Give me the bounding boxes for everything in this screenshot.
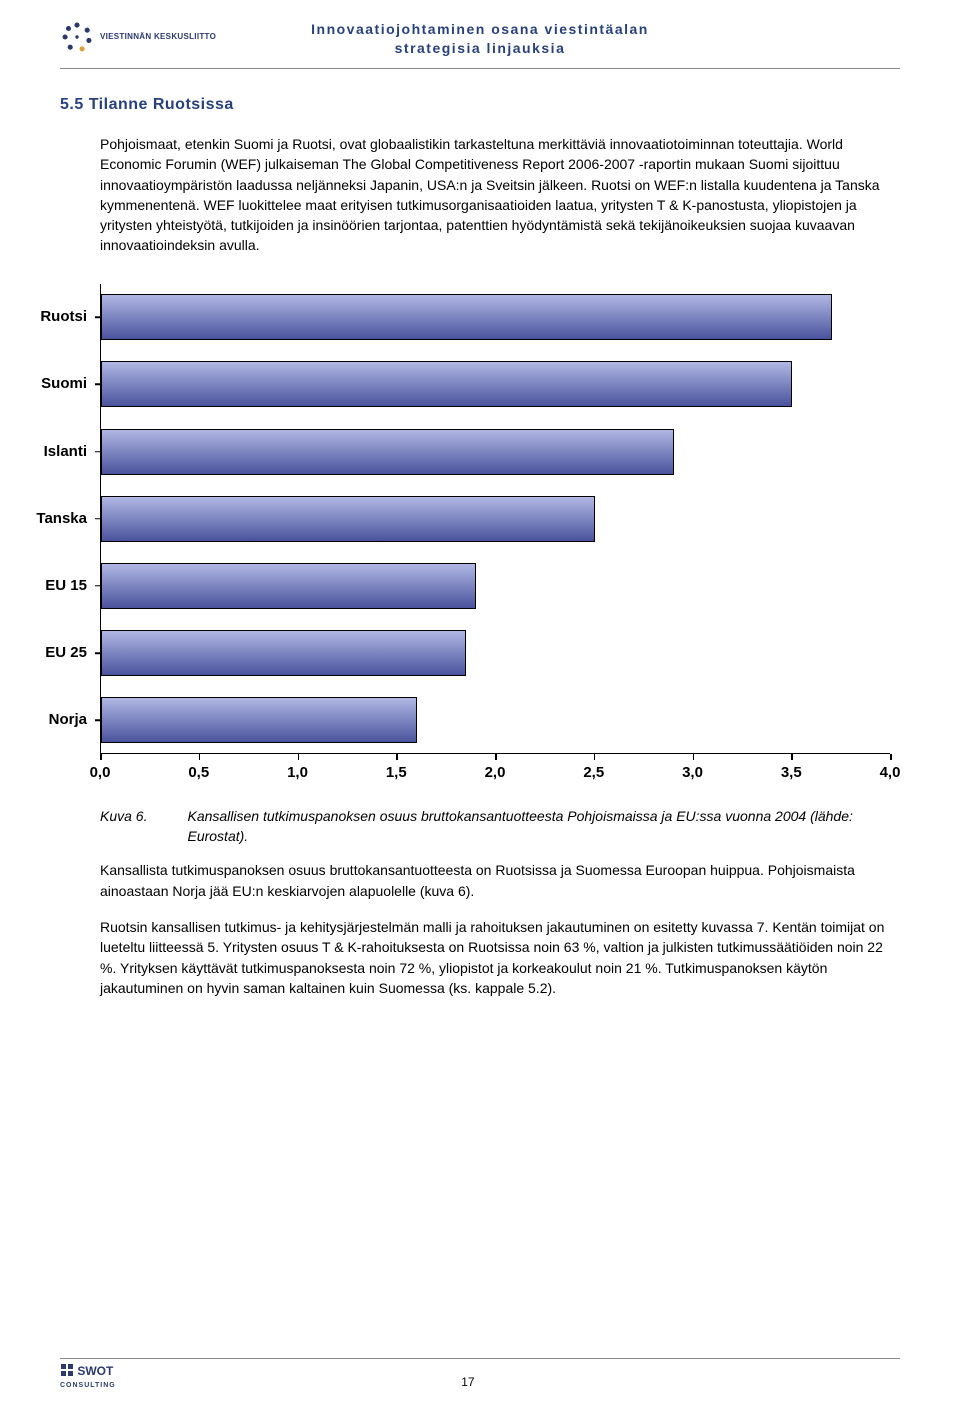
chart-bar <box>101 429 674 475</box>
chart-y-label: Suomi <box>41 374 101 396</box>
para-3: Ruotsin kansallisen tutkimus- ja kehitys… <box>100 917 900 998</box>
footer-rule <box>60 1358 900 1359</box>
chart-x-label: 0,0 <box>90 762 111 784</box>
chart-x-axis: 0,00,51,01,52,02,53,03,54,0 <box>100 754 890 782</box>
chart-bar-row <box>101 429 674 475</box>
chart-x-tick <box>890 754 892 760</box>
footer-brand-icon <box>60 1363 74 1377</box>
org-logo-icon <box>60 20 94 54</box>
para-1: Pohjoismaat, etenkin Suomi ja Ruotsi, ov… <box>100 134 900 256</box>
chart-bar <box>101 294 832 340</box>
para-2: Kansallista tutkimuspanoksen osuus brutt… <box>100 860 900 901</box>
chart-bar-row <box>101 294 832 340</box>
chart-x-tick <box>495 754 497 760</box>
bar-chart: RuotsiSuomiIslantiTanskaEU 15EU 25Norja <box>100 284 890 754</box>
chart-bar <box>101 697 417 743</box>
chart-x-label: 2,0 <box>485 762 506 784</box>
chart-x-tick <box>100 754 102 760</box>
doc-title-line2: strategisia linjauksia <box>395 40 566 56</box>
figure-caption-text: Kansallisen tutkimuspanoksen osuus brutt… <box>187 806 900 847</box>
footer-row: SWOT CONSULTING 17 <box>60 1363 900 1391</box>
chart-bar <box>101 496 595 542</box>
chart-bar-row <box>101 630 466 676</box>
page-header: VIESTINNÄN KESKUSLIITTO Innovaatiojohtam… <box>60 20 900 58</box>
chart-bar-row <box>101 563 476 609</box>
figure-caption: Kuva 6. Kansallisen tutkimuspanoksen osu… <box>100 806 900 847</box>
doc-title: Innovaatiojohtaminen osana viestintäalan… <box>240 20 720 58</box>
chart-y-label: Ruotsi <box>40 306 101 328</box>
chart-x-label: 4,0 <box>880 762 901 784</box>
chart-y-label: EU 25 <box>45 642 101 664</box>
doc-title-line1: Innovaatiojohtaminen osana viestintäalan <box>311 21 649 37</box>
org-logo-block: VIESTINNÄN KESKUSLIITTO <box>60 20 240 54</box>
section-heading: 5.5 Tilanne Ruotsissa <box>60 93 900 116</box>
chart-bar-row <box>101 361 792 407</box>
chart-y-label: Islanti <box>44 441 101 463</box>
chart-x-tick <box>791 754 793 760</box>
chart-x-tick <box>594 754 596 760</box>
chart-x-label: 1,0 <box>287 762 308 784</box>
chart-x-tick <box>396 754 398 760</box>
chart-y-label: Norja <box>49 709 101 731</box>
header-rule <box>60 68 900 69</box>
chart-x-tick <box>199 754 201 760</box>
chart-bar <box>101 361 792 407</box>
org-name: VIESTINNÄN KESKUSLIITTO <box>100 31 216 43</box>
chart-bar-row <box>101 697 417 743</box>
chart-y-label: Tanska <box>36 508 101 530</box>
footer-brand-text: SWOT <box>77 1364 113 1378</box>
chart-x-label: 3,5 <box>781 762 802 784</box>
chart-x-label: 1,5 <box>386 762 407 784</box>
page-number: 17 <box>116 1374 820 1391</box>
figure-caption-label: Kuva 6. <box>100 806 147 847</box>
footer-brand-sub: CONSULTING <box>60 1381 116 1391</box>
chart-x-tick <box>693 754 695 760</box>
chart-plot-area <box>101 284 890 753</box>
chart-bar <box>101 630 466 676</box>
chart-container: RuotsiSuomiIslantiTanskaEU 15EU 25Norja … <box>100 284 890 782</box>
chart-bar-row <box>101 496 595 542</box>
chart-x-label: 0,5 <box>188 762 209 784</box>
chart-y-label: EU 15 <box>45 575 101 597</box>
chart-x-label: 2,5 <box>583 762 604 784</box>
chart-bar <box>101 563 476 609</box>
page-footer: SWOT CONSULTING 17 <box>60 1358 900 1391</box>
chart-x-label: 3,0 <box>682 762 703 784</box>
page: VIESTINNÄN KESKUSLIITTO Innovaatiojohtam… <box>0 0 960 1411</box>
footer-brand: SWOT CONSULTING <box>60 1363 116 1391</box>
chart-x-tick <box>298 754 300 760</box>
